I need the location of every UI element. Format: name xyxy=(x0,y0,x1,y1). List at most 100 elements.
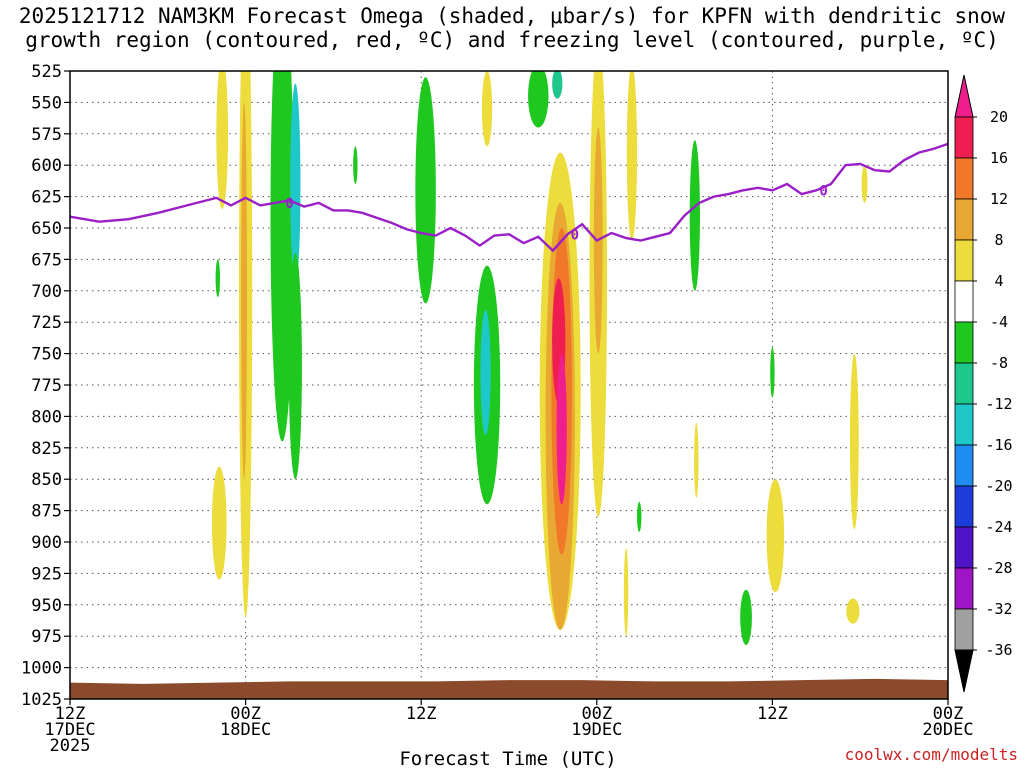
colorbar-label: -20 xyxy=(985,477,1012,495)
y-tick-label: 525 xyxy=(31,62,62,82)
colorbar-label: 8 xyxy=(994,231,1003,249)
omega-area-18dec-12z-sink xyxy=(415,77,436,304)
y-axis: 525 550 575 600 625 650 675 700 725 750 775 800 825 8… xyxy=(21,62,70,710)
x-tick-label: 00Z xyxy=(230,704,261,724)
y-tick-label: 550 xyxy=(31,93,62,113)
y-tick-label: 575 xyxy=(31,125,62,145)
colorbar-label: 12 xyxy=(990,190,1008,208)
credit-text: coolwx.com/modelts xyxy=(844,745,1018,764)
colorbar-label: 20 xyxy=(990,108,1008,126)
x-tick-label: 2025 xyxy=(50,736,91,756)
x-tick-label: 12Z xyxy=(757,704,788,724)
plot-area xyxy=(70,71,948,699)
omega-area-18dec-16z-upper xyxy=(528,71,549,128)
y-tick-label: 800 xyxy=(31,407,62,427)
x-tick-label: 12Z xyxy=(55,704,86,724)
omega-area-19dec-14z-small xyxy=(770,347,775,398)
y-tick-label: 650 xyxy=(31,219,62,239)
colorbar-label: -4 xyxy=(990,313,1008,331)
y-tick-label: 1025 xyxy=(21,690,62,710)
x-tick-label: 17DEC xyxy=(44,720,95,740)
y-tick-label: 775 xyxy=(31,376,62,396)
omega-area-19dec-08z-low xyxy=(694,422,699,499)
y-tick-label: 750 xyxy=(31,345,62,365)
colorbar-top-arrow xyxy=(954,74,974,118)
colorbar-band xyxy=(954,567,974,610)
y-tick-label: 850 xyxy=(31,470,62,490)
omega-area-19dec-12z-low xyxy=(740,589,752,645)
omega-area-18dec-small xyxy=(215,259,220,298)
freezing-level-label: 0 xyxy=(571,227,579,243)
colorbar-label: -32 xyxy=(985,600,1012,618)
y-tick-label: 950 xyxy=(31,596,62,616)
omega-area-19dec-07z-sink xyxy=(689,140,700,291)
freezing-level-labels: 0 0 0 xyxy=(285,183,828,243)
omega-area-18dec-03z-sink-core xyxy=(290,83,301,285)
colorbar-band xyxy=(954,321,974,364)
colorbar-bottom-arrow xyxy=(954,649,974,693)
omega-area-19dec-00z-upper xyxy=(626,71,638,241)
omega-area-19dec-18z-low xyxy=(846,598,860,624)
colorbar-label: -16 xyxy=(985,436,1012,454)
colorbar-band xyxy=(954,485,974,528)
y-tick-label: 1000 xyxy=(21,659,62,679)
colorbar-label: 16 xyxy=(990,149,1008,167)
colorbar-label: -12 xyxy=(985,395,1012,413)
chart-title: 2025121712 NAM3KM Forecast Omega (shaded… xyxy=(0,4,1024,52)
omega-shading xyxy=(211,71,868,645)
chart-title-line2: growth region (contoured, red, ºC) and f… xyxy=(25,28,999,52)
colorbar-band xyxy=(954,198,974,241)
y-tick-label: 725 xyxy=(31,313,62,333)
y-tick-label: 625 xyxy=(31,188,62,208)
colorbar-band xyxy=(954,608,974,651)
omega-area-19dec-03z-low xyxy=(623,548,629,637)
omega-area-18dec-14z-upper xyxy=(481,71,493,147)
omega-area-18dec-21z-ascent-max-low xyxy=(556,353,567,505)
x-tick-label: 00Z xyxy=(581,704,612,724)
colorbar-band xyxy=(954,403,974,446)
colorbar-label: -36 xyxy=(985,641,1012,659)
x-tick-label: 00Z xyxy=(933,704,964,724)
omega-area-18dec-00z-column-core xyxy=(241,102,248,480)
y-tick-label: 675 xyxy=(31,250,62,270)
y-tick-label: 975 xyxy=(31,627,62,647)
x-tick-label: 19DEC xyxy=(571,720,622,740)
omega-area-18dec-lowlevel xyxy=(211,466,227,580)
x-tick-label: 18DEC xyxy=(220,720,271,740)
y-tick-label: 825 xyxy=(31,439,62,459)
x-tick-label: 12Z xyxy=(406,704,437,724)
colorbar-band xyxy=(954,116,974,159)
y-tick-label: 875 xyxy=(31,502,62,522)
colorbar-band xyxy=(954,444,974,487)
omega-area-19dec-18z-asc xyxy=(849,353,859,530)
colorbar-band xyxy=(954,239,974,282)
freezing-level-label: 0 xyxy=(285,196,293,212)
y-tick-label: 925 xyxy=(31,564,62,584)
terrain-fill xyxy=(70,678,948,699)
omega-area-18dec-07z xyxy=(353,146,358,185)
omega-area-19dec-12z-low-asc xyxy=(766,479,785,593)
colorbar-label: -24 xyxy=(985,518,1012,536)
omega-area-18dec-03z-sink xyxy=(270,71,294,442)
colorbar-band xyxy=(954,526,974,569)
omega-area-18dec-17z-upper-core xyxy=(552,71,563,99)
colorbar: 20 16 12 8 4 -4 -8 -12 -16 -20 -24 -28 -32 -36 xyxy=(954,74,1013,693)
y-tick-label: 600 xyxy=(31,156,62,176)
colorbar-band xyxy=(954,280,974,323)
colorbar-band xyxy=(954,157,974,200)
colorbar-label: -8 xyxy=(990,354,1008,372)
freezing-level-label: 0 xyxy=(819,183,827,199)
x-tick-label: 20DEC xyxy=(922,720,973,740)
omega-area-18dec-04z-sink-low xyxy=(288,253,302,480)
freezing-level-line xyxy=(70,142,948,253)
chart-title-line1: 2025121712 NAM3KM Forecast Omega (shaded… xyxy=(18,4,1006,28)
x-axis-title: Forecast Time (UTC) xyxy=(399,748,616,768)
y-tick-label: 700 xyxy=(31,282,62,302)
omega-area-18dec-15z-sink-core xyxy=(480,309,491,436)
colorbar-label: -28 xyxy=(985,559,1012,577)
omega-area-19dec-06z-low xyxy=(637,501,642,532)
omega-area-18dec-00z-upper xyxy=(216,71,229,210)
omega-area-19dec-20z-upper xyxy=(861,165,868,203)
